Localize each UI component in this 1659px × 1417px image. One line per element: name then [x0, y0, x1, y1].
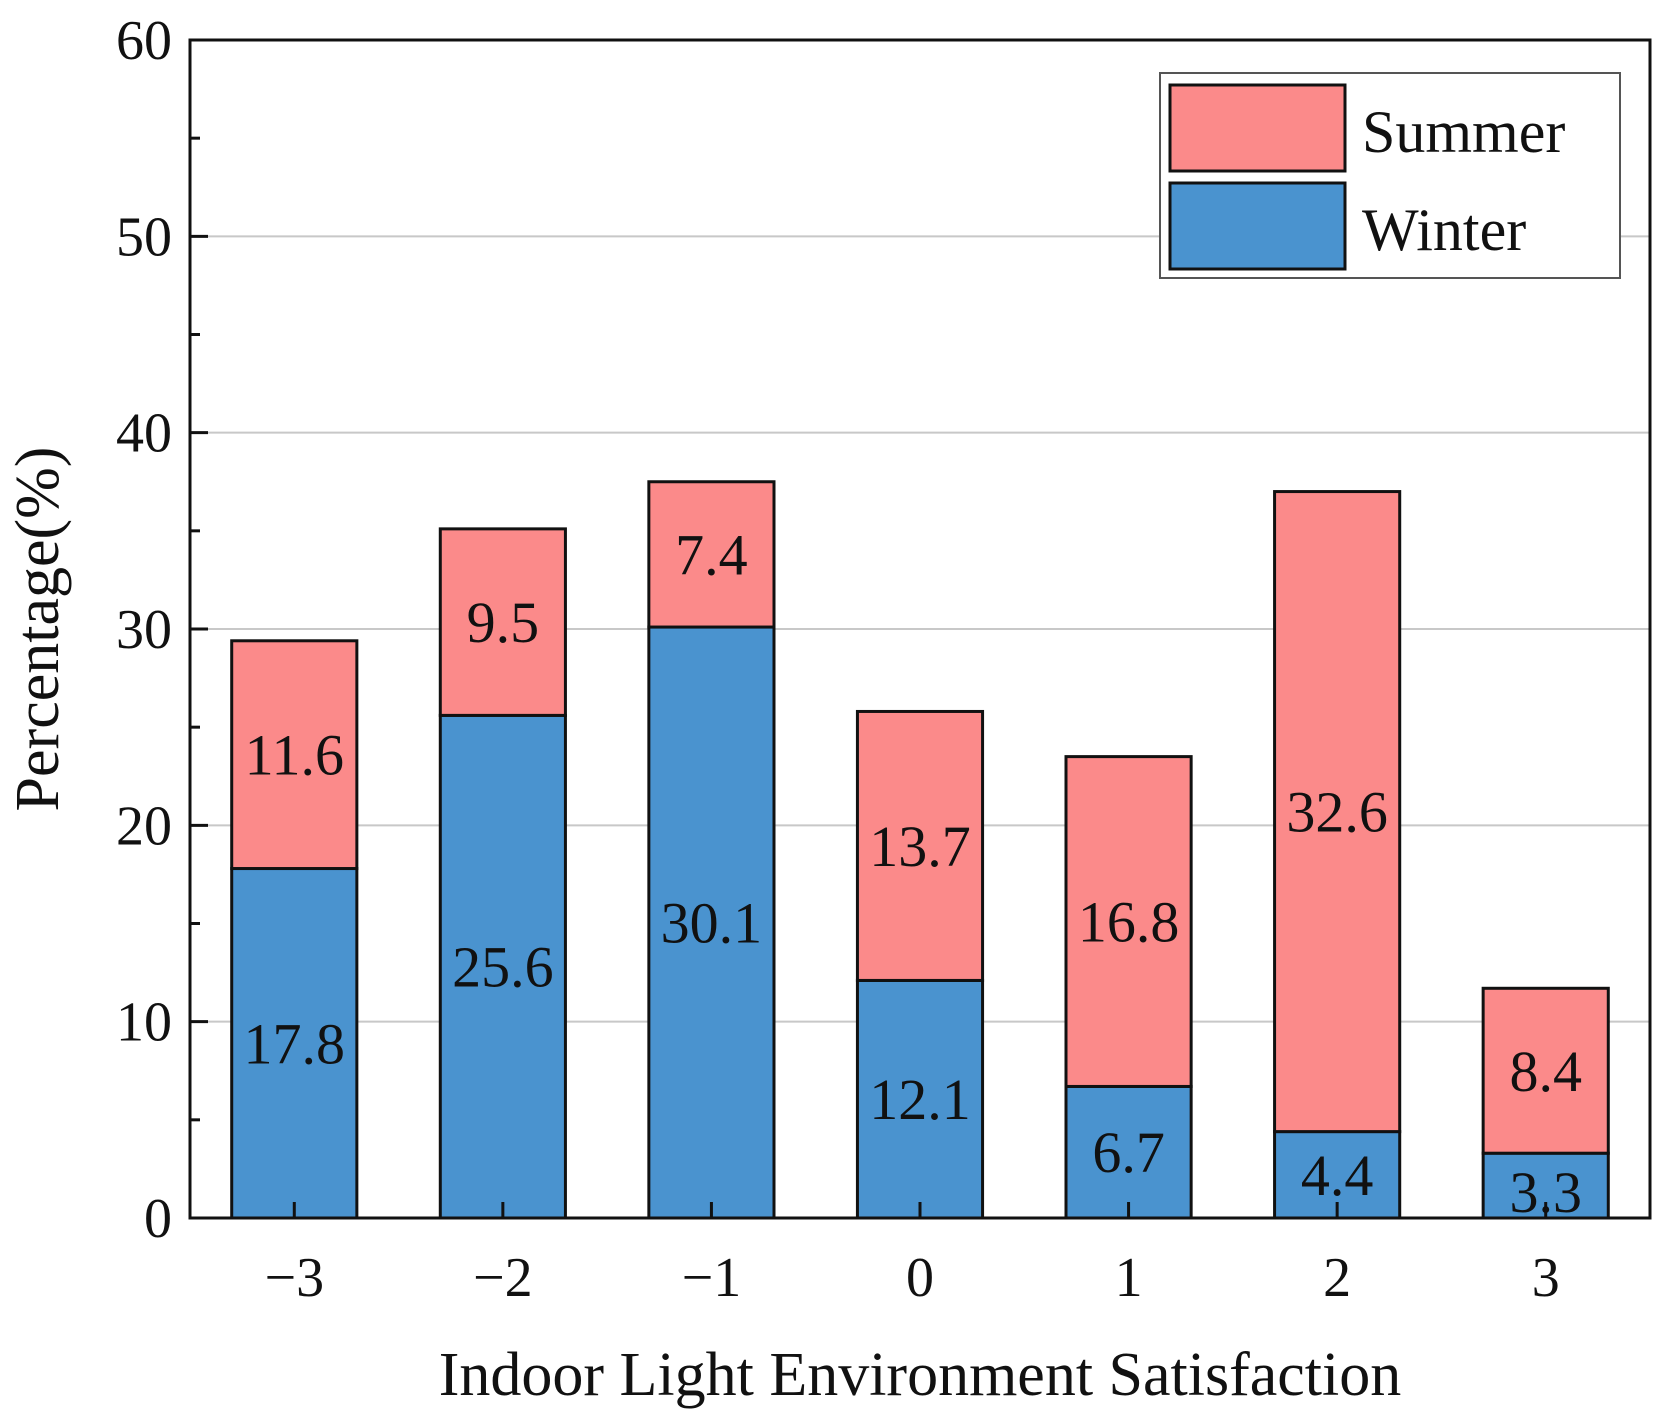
- x-tick-label: 0: [906, 1247, 934, 1309]
- legend: Summer Winter: [1159, 72, 1621, 279]
- bar-label-summer: 13.7: [869, 814, 971, 879]
- x-tick-label: −1: [682, 1247, 742, 1309]
- x-axis: −3 −2 −1 0 1 2 3: [264, 1202, 1560, 1309]
- bar-label-summer: 7.4: [675, 522, 748, 587]
- x-tick-label: −3: [264, 1247, 324, 1309]
- bars-group: 17.8 11.6 25.6 9.5 30.1 7.4 12.1 13.7 6.7 16.8 4.4…: [230, 480, 1610, 1225]
- y-tick-label: 20: [116, 795, 172, 857]
- bar-summer: [647, 480, 776, 629]
- legend-winter-swatch: [1168, 181, 1347, 271]
- bar-label-winter: 6.7: [1092, 1120, 1165, 1185]
- bar-summer: [1064, 755, 1193, 1088]
- y-tick-label: 60: [116, 10, 172, 72]
- y-axis-title: Percentage(%): [4, 447, 72, 812]
- bar-label-summer: 16.8: [1078, 890, 1180, 955]
- x-tick-label: −2: [473, 1247, 533, 1309]
- x-axis-title: Indoor Light Environment Satisfaction: [439, 1341, 1402, 1409]
- bar-label-summer: 32.6: [1286, 780, 1388, 845]
- bar-summer: [1481, 986, 1610, 1155]
- bar-label-winter: 4.4: [1301, 1143, 1374, 1208]
- x-tick-label: 3: [1532, 1247, 1560, 1309]
- bar-label-winter: 17.8: [244, 1011, 346, 1076]
- x-tick-label: 1: [1115, 1247, 1143, 1309]
- y-tick-label: 0: [144, 1188, 172, 1250]
- legend-summer-swatch: [1168, 83, 1347, 173]
- x-tick-label: 2: [1323, 1247, 1351, 1309]
- bar-summer: [855, 709, 985, 982]
- legend-winter-label: Winter: [1362, 197, 1526, 263]
- bar-winter: [855, 978, 985, 1220]
- bar-label-summer: 8.4: [1509, 1039, 1582, 1104]
- bar-winter: [1064, 1084, 1193, 1220]
- bar-label-summer: 11.6: [245, 723, 344, 788]
- bar-label-summer: 9.5: [467, 590, 540, 655]
- bar-label-winter: 25.6: [452, 935, 554, 1000]
- bar-summer: [438, 527, 567, 717]
- y-axis: 0 10 20 30 40 50 60: [116, 10, 208, 1250]
- bar-winter: [230, 867, 359, 1220]
- y-tick-label: 40: [116, 403, 172, 465]
- legend-summer-label: Summer: [1362, 99, 1565, 165]
- bar-label-winter: 12.1: [869, 1067, 971, 1132]
- bar-label-winter: 30.1: [661, 891, 763, 956]
- gridlines: [190, 235, 1650, 1023]
- y-tick-label: 50: [116, 206, 172, 268]
- y-tick-label: 30: [116, 599, 172, 661]
- bar-summer: [1273, 490, 1402, 1134]
- y-tick-label: 10: [116, 992, 172, 1054]
- bar-summer: [230, 639, 359, 871]
